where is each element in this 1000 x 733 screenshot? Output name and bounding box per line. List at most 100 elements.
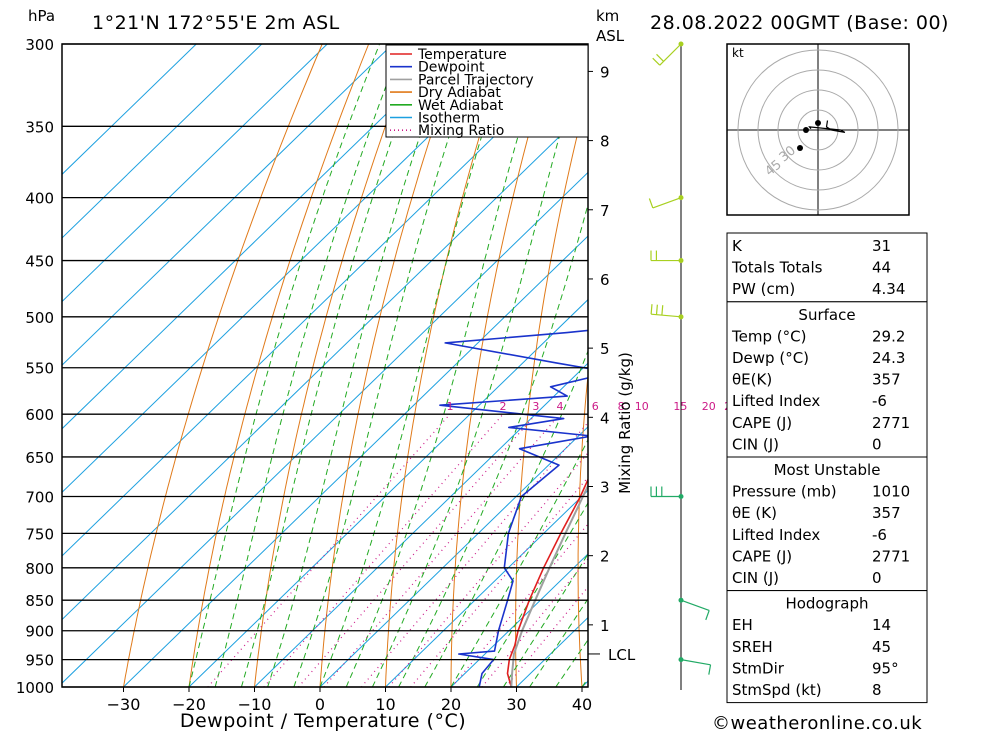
mixing-ratio-label: 20 [702,400,716,413]
wet-adiabat-line [424,349,588,687]
table-row-label: CIN (J) [732,569,779,587]
legend-label: Dewpoint [418,60,485,76]
wet-adiabat-line [267,44,453,687]
table-row-label: CAPE (J) [732,547,792,565]
pressure-tick-label: 300 [25,36,54,54]
table-row-label: K [732,237,743,255]
legend-box [385,44,589,138]
temperature-tick-label: 40 [572,695,592,714]
mixing-ratio-line [323,413,561,687]
table-section [726,232,928,303]
credit-footer: ©weatheronline.co.uk [712,713,922,733]
table-row-label: Pressure (mb) [732,483,837,501]
km-tick-label: 3 [600,478,610,496]
hodograph-ring [737,49,899,211]
table-row-label: StmDir [732,659,785,677]
wind-level-dot [678,41,684,47]
temperature-tick-label: −10 [238,695,272,714]
x-axis-label: Dewpoint / Temperature (°C) [180,710,466,732]
isotherm-line [254,362,588,687]
table-row-label: Dewp (°C) [732,349,809,367]
temperature-tick-label: 10 [375,695,395,714]
mixing-ratio-line [263,413,504,687]
temperature-tick-label: 30 [506,695,526,714]
wet-adiabat-line [371,44,587,687]
hodograph-unit: kt [732,46,744,60]
legend-label: Wet Adiabat [418,98,504,114]
wet-adiabat-line [319,44,512,687]
mixing-ratio-label: 2 [500,400,507,413]
table-row-label: CAPE (J) [732,414,792,432]
mixing-ratio-label: 6 [592,400,599,413]
pressure-tick-label: 800 [25,560,54,578]
isotherm-line [62,44,459,430]
wind-level-dot [678,195,684,201]
table-row-value: 45 [872,638,891,656]
isotherm-line [319,426,588,687]
hodograph-point [803,127,809,133]
wind-barb [652,197,682,209]
km-unit: km [596,7,619,25]
isotherm-line [385,489,588,687]
dry-adiabat-lines [122,26,698,713]
height-axis: 1 2 3 4 5 6 7 8 9 LCL [588,63,636,664]
dry-adiabat-line [188,44,370,687]
pressure-tick-label: 950 [25,652,54,670]
isotherm-line [62,44,197,176]
table-row-value: 14 [872,616,891,634]
wind-level-dot [678,494,684,500]
wind-barb [680,599,710,612]
table-row-value: 44 [872,259,891,277]
table-row-value: 2771 [872,414,910,432]
km-asl-label: ASL [596,27,625,45]
km-tick-label: 8 [600,133,610,151]
table-row-label: Temp (°C) [731,327,806,345]
isotherm-line [450,553,588,687]
km-tick-label: 5 [600,340,610,358]
table-row-value: -6 [872,392,887,410]
mixing-ratio-label: 1 [446,400,453,413]
pressure-tick-label: 500 [25,309,54,327]
km-tick-label: 4 [600,409,610,427]
mixing-ratio-label: 15 [673,400,687,413]
dry-adiabat-line [639,26,698,713]
wind-level-dot [678,657,684,663]
dry-adiabat-line [577,370,588,687]
wind-barb-flag [655,304,658,315]
table-section-title: Most Unstable [774,461,881,479]
table-row-label: θE(K) [732,371,772,389]
table-row-value: 8 [872,681,882,699]
wind-barb-flag [652,57,661,66]
isotherm-lines [62,44,588,687]
hodograph-point [815,120,821,126]
table-row-value: 4.34 [872,280,905,298]
table-row-value: 357 [872,504,901,522]
temperature-line [506,477,588,687]
isotherm-line [62,44,263,239]
km-tick-label: 7 [600,202,610,220]
km-tick-label: 6 [600,271,610,289]
mixing-ratio-line [360,421,588,687]
isotherm-line [123,235,588,687]
mixing-ratio-label: 8 [618,400,625,413]
wet-adiabat-line [293,44,481,687]
legend-label: Dry Adiabat [418,85,501,101]
dewpoint-line [439,329,588,687]
mixing-ratio-lines [207,413,588,687]
table-section [726,590,928,704]
table-row-label: PW (cm) [732,280,795,298]
table-row-label: Lifted Index [732,526,820,544]
table-row-label: SREH [732,638,773,656]
km-tick-label: 9 [600,63,610,81]
hodograph-ring [757,69,879,191]
wind-barb-flag [661,305,664,316]
hodograph-ring [777,89,859,171]
table-row-label: θE (K) [732,504,777,522]
dry-adiabat-line [450,44,555,687]
dry-adiabat-line [319,44,463,687]
wind-barb-flag [708,664,712,675]
wind-barb [680,659,711,666]
wind-level-dot [678,597,684,603]
table-section-title: Surface [798,306,855,324]
